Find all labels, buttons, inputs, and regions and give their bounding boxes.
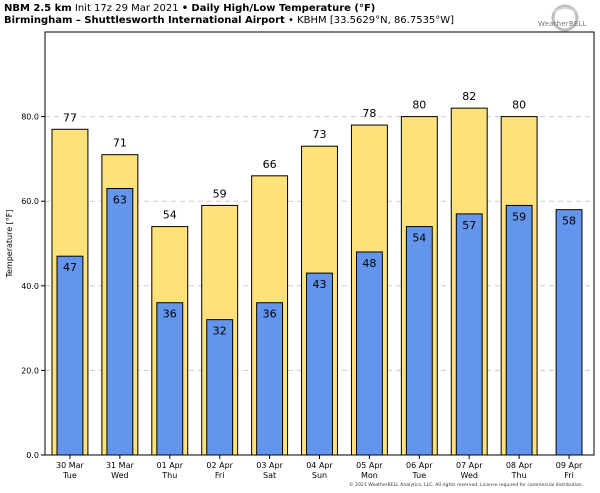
x-tick-date: 09 Apr	[556, 461, 583, 470]
logo-text: WeatherBELL	[538, 20, 587, 28]
high-temp-label: 82	[462, 90, 476, 103]
station-name: Birmingham – Shuttlesworth International…	[4, 15, 285, 26]
product-title: Daily High/Low Temperature (°F)	[191, 3, 376, 14]
x-tick-date: 05 Apr	[356, 461, 383, 470]
high-temp-label: 71	[113, 137, 127, 150]
low-temp-label: 36	[163, 308, 177, 321]
x-tick-day: Thu	[511, 471, 527, 480]
y-tick-label: 60.0	[21, 197, 39, 206]
value-labels: 77 47 71 63 54 36 59 32 66 36 73 43 78 48 80 54 82 57 80 59…	[63, 90, 576, 338]
x-tick-day: Mon	[361, 471, 378, 480]
high-temp-label: 73	[313, 128, 327, 141]
low-temp-label: 54	[412, 232, 426, 245]
x-tick-day: Tue	[62, 471, 77, 480]
low-temp-bar	[355, 251, 383, 456]
high-temp-label: 66	[263, 158, 277, 171]
chart-header-line-1: NBM 2.5 km Init 17z 29 Mar 2021 • Daily …	[4, 3, 375, 15]
y-tick-label: 20.0	[21, 366, 39, 375]
x-tick-day: Fri	[564, 471, 574, 480]
weatherbell-logo: WeatherBELL	[532, 2, 598, 38]
low-temp-label: 32	[213, 325, 227, 338]
logo-swirl-icon	[551, 4, 579, 32]
x-tick-day: Wed	[111, 471, 128, 480]
low-temp-label: 58	[562, 215, 576, 228]
high-temp-label: 59	[213, 187, 227, 200]
y-tick-label: 80.0	[21, 113, 39, 122]
copyright-notice: © 2021 WeatherBELL Analytics, LLC. All r…	[349, 483, 584, 488]
x-tick-date: 01 Apr	[156, 461, 183, 470]
station-info: • KBHM [33.5629°N, 86.7535°W]	[288, 15, 455, 26]
high-temp-label: 78	[362, 107, 376, 120]
high-temp-label: 80	[512, 99, 526, 112]
axes: 0.0 20.0 40.0 60.0 80.0 Temperature [°F] 30 Ma…	[5, 113, 583, 480]
low-temp-label: 59	[512, 210, 526, 223]
x-tick-date: 02 Apr	[206, 461, 233, 470]
x-tick-date: 31 Mar	[106, 461, 135, 470]
low-temp-bar	[56, 255, 84, 456]
x-tick-date: 06 Apr	[406, 461, 433, 470]
bars	[51, 107, 583, 456]
y-axis-label: Temperature [°F]	[5, 209, 14, 278]
low-temp-bar	[256, 302, 284, 456]
low-temp-label: 63	[113, 194, 127, 207]
model-name: NBM 2.5 km	[4, 3, 72, 14]
header-bullet: •	[181, 3, 189, 14]
x-tick-day: Tue	[411, 471, 426, 480]
x-tick-date: 07 Apr	[456, 461, 483, 470]
y-tick-label: 40.0	[21, 282, 39, 291]
x-tick-day: Thu	[161, 471, 177, 480]
low-temp-bar	[306, 272, 333, 456]
x-tick-date: 04 Apr	[306, 461, 333, 470]
x-tick-date: 03 Apr	[256, 461, 283, 470]
low-temp-bar	[455, 213, 483, 456]
low-temp-bar	[156, 302, 184, 456]
low-temp-bar	[206, 319, 234, 456]
x-tick-day: Wed	[461, 471, 478, 480]
y-tick-label: 0.0	[26, 451, 39, 460]
low-temp-bar	[505, 204, 533, 456]
x-tick-day: Sat	[263, 471, 276, 480]
low-temp-label: 43	[313, 278, 327, 291]
x-tick-date: 08 Apr	[506, 461, 533, 470]
high-temp-label: 77	[63, 111, 77, 124]
x-tick-date: 30 Mar	[56, 461, 85, 470]
chart-header-line-2: Birmingham – Shuttlesworth International…	[4, 15, 454, 27]
low-temp-label: 36	[263, 308, 277, 321]
low-temp-bar	[405, 226, 433, 456]
init-time: Init 17z 29 Mar 2021	[74, 3, 179, 14]
low-temp-label: 47	[63, 261, 77, 274]
low-temp-bar	[555, 209, 583, 456]
low-temp-bar	[106, 188, 134, 456]
x-tick-day: Fri	[215, 471, 225, 480]
high-temp-label: 80	[412, 99, 426, 112]
x-tick-day: Sun	[312, 471, 327, 480]
low-temp-label: 48	[362, 257, 376, 270]
low-temp-label: 57	[462, 219, 476, 232]
high-temp-label: 54	[163, 209, 177, 222]
